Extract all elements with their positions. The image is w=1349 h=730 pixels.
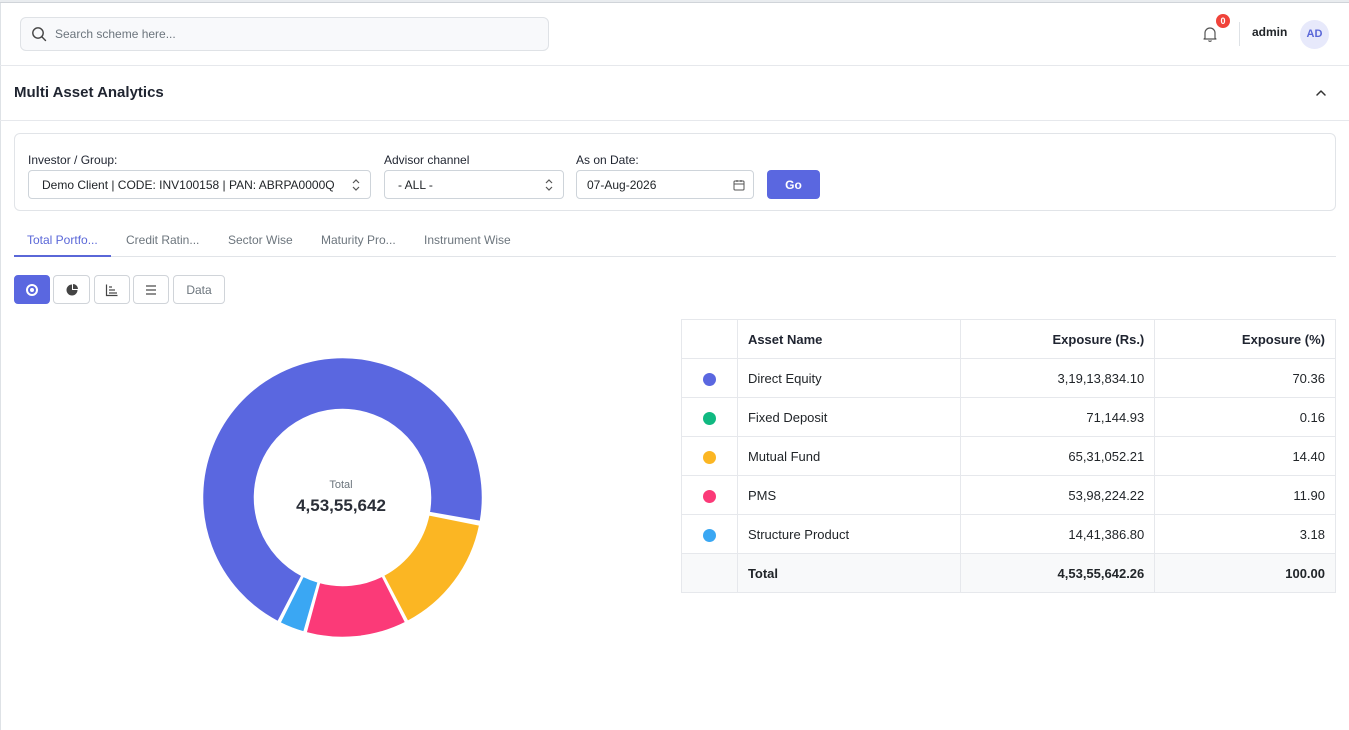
total-pct-cell: 100.00	[1154, 553, 1336, 593]
search-box[interactable]	[20, 17, 549, 51]
donut-slice-direct-equity[interactable]	[201, 356, 484, 623]
pie-chart-icon	[66, 283, 78, 295]
legend-dot	[702, 372, 716, 386]
advisor-select[interactable]: - ALL -	[384, 170, 564, 199]
top-border	[0, 0, 1349, 3]
pie-view-button[interactable]	[53, 275, 90, 304]
donut-center-value: 4,53,55,642	[296, 496, 386, 515]
exposure-rs-header[interactable]: Exposure (Rs.)	[959, 319, 1156, 359]
exposure-rs-cell: 71,144.93	[959, 397, 1156, 437]
exposure-pct-cell: 70.36	[1154, 358, 1336, 398]
total-empty-cell	[681, 553, 738, 593]
asset-name-header[interactable]: Asset Name	[736, 319, 961, 359]
avatar[interactable]: AD	[1300, 20, 1329, 49]
date-input[interactable]: 07-Aug-2026	[576, 170, 754, 199]
donut-slice-pms[interactable]	[305, 575, 407, 639]
exposure-pct-header[interactable]: Exposure (%)	[1154, 319, 1336, 359]
exposure-pct-cell: 3.18	[1154, 514, 1336, 554]
legend-dot	[702, 450, 716, 464]
asset-name-cell: PMS	[736, 475, 961, 515]
advisor-select-value: - ALL -	[398, 177, 433, 192]
search-icon	[32, 27, 47, 42]
total-label-cell: Total	[736, 553, 961, 593]
advisor-label: Advisor channel	[384, 153, 470, 167]
exposure-rs-cell: 3,19,13,834.10	[959, 358, 1156, 398]
page-title: Multi Asset Analytics	[14, 84, 164, 101]
asset-donut-chart	[201, 356, 484, 639]
tab-total-portfolio[interactable]: Total Portfo...	[27, 233, 98, 247]
list-view-button[interactable]	[133, 275, 169, 304]
legend-dot	[702, 528, 716, 542]
exposure-rs-cell: 14,41,386.80	[959, 514, 1156, 554]
table-total-row: Total 4,53,55,642.26 100.00	[681, 553, 1336, 593]
bar-chart-icon	[105, 284, 118, 296]
list-icon	[146, 284, 156, 295]
go-button[interactable]: Go	[767, 170, 820, 199]
legend-dot	[702, 411, 716, 425]
tab-maturity-profile[interactable]: Maturity Pro...	[321, 233, 396, 247]
table-row: Fixed Deposit 71,144.93 0.16	[681, 397, 1336, 437]
table-header-row: Asset Name Exposure (Rs.) Exposure (%)	[681, 319, 1336, 359]
donut-slice-structure-product[interactable]	[278, 575, 320, 634]
top-header: 0 admin AD	[0, 3, 1349, 66]
notification-badge: 0	[1216, 14, 1230, 28]
date-label: As on Date:	[576, 153, 639, 167]
tab-sector-wise[interactable]: Sector Wise	[228, 233, 293, 247]
chevron-up-icon[interactable]	[1314, 86, 1328, 100]
analysis-tabs: Total Portfo... Credit Ratin... Sector W…	[14, 222, 1336, 257]
investor-select-value: Demo Client | CODE: INV100158 | PAN: ABR…	[42, 177, 334, 192]
select-caret-icon	[352, 179, 360, 191]
total-rs-cell: 4,53,55,642.26	[959, 553, 1156, 593]
exposure-pct-cell: 0.16	[1154, 397, 1336, 437]
data-view-button[interactable]: Data	[173, 275, 225, 304]
header-divider	[1239, 22, 1240, 46]
exposure-rs-cell: 65,31,052.21	[959, 436, 1156, 476]
legend-dot	[702, 489, 716, 503]
page-title-bar: Multi Asset Analytics	[0, 66, 1349, 121]
filter-card: Investor / Group: Demo Client | CODE: IN…	[14, 133, 1336, 211]
donut-view-button[interactable]	[14, 275, 50, 304]
select-caret-icon	[545, 179, 553, 191]
bar-view-button[interactable]	[94, 275, 130, 304]
search-input[interactable]	[55, 27, 535, 41]
date-value: 07-Aug-2026	[587, 177, 657, 192]
exposure-rs-cell: 53,98,224.22	[959, 475, 1156, 515]
bell-icon[interactable]	[1202, 25, 1218, 43]
asset-name-cell: Fixed Deposit	[736, 397, 961, 437]
asset-exposure-table: Asset Name Exposure (Rs.) Exposure (%) D…	[681, 319, 1336, 593]
asset-name-cell: Mutual Fund	[736, 436, 961, 476]
donut-slice-mutual-fund[interactable]	[382, 513, 481, 623]
calendar-icon[interactable]	[733, 179, 745, 191]
exposure-pct-cell: 14.40	[1154, 436, 1336, 476]
asset-name-cell: Direct Equity	[736, 358, 961, 398]
investor-select[interactable]: Demo Client | CODE: INV100158 | PAN: ABR…	[28, 170, 371, 199]
tab-credit-rating[interactable]: Credit Ratin...	[126, 233, 200, 247]
exposure-pct-cell: 11.90	[1154, 475, 1336, 515]
donut-center-label: Total	[329, 479, 353, 491]
investor-label: Investor / Group:	[28, 153, 118, 167]
table-row: Structure Product 14,41,386.80 3.18	[681, 514, 1336, 554]
table-row: Direct Equity 3,19,13,834.10 70.36	[681, 358, 1336, 398]
color-column-header	[681, 319, 738, 359]
tab-instrument-wise[interactable]: Instrument Wise	[424, 233, 511, 247]
table-row: Mutual Fund 65,31,052.21 14.40	[681, 436, 1336, 476]
asset-name-cell: Structure Product	[736, 514, 961, 554]
left-border	[0, 3, 1, 730]
active-tab-indicator	[14, 255, 111, 257]
user-name[interactable]: admin	[1252, 25, 1288, 39]
donut-icon	[26, 283, 38, 296]
table-row: PMS 53,98,224.22 11.90	[681, 475, 1336, 515]
